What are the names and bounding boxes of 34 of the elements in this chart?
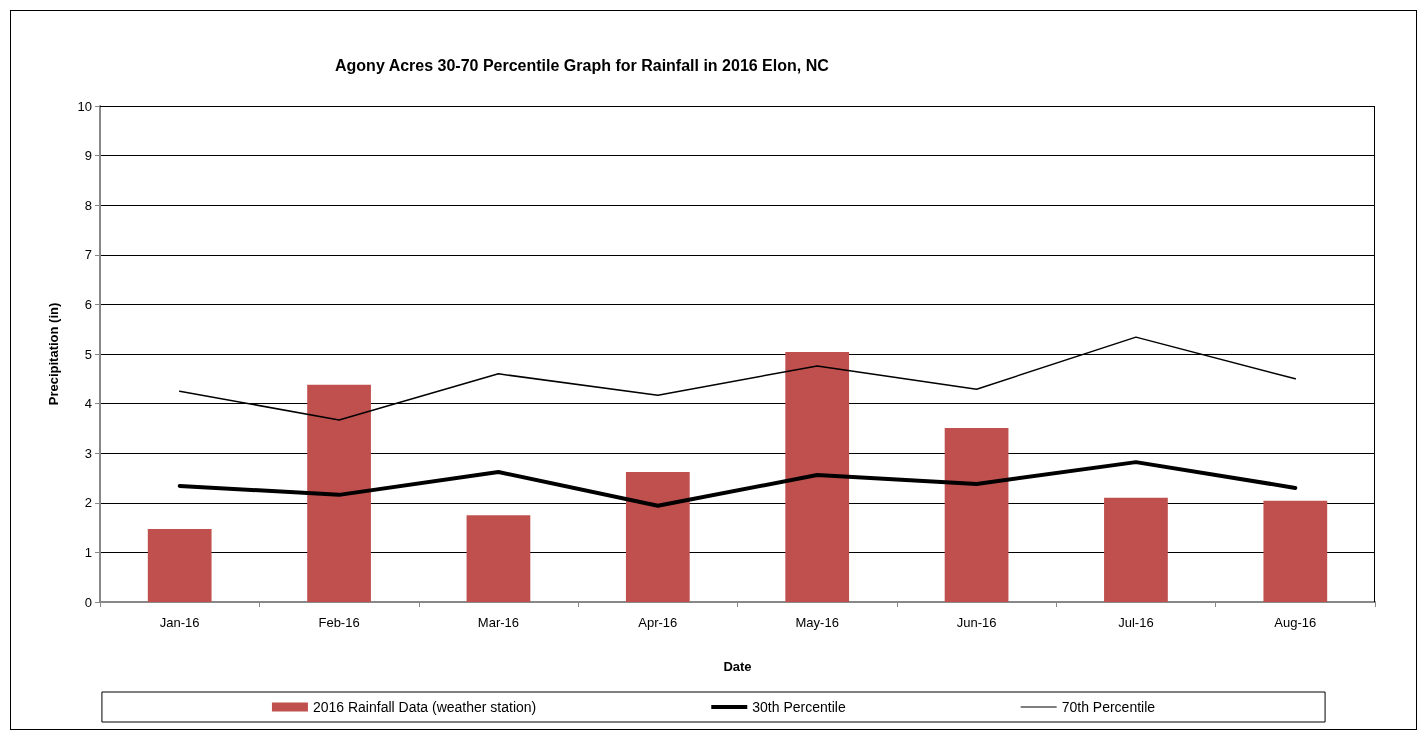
y-axis-title: Precipitation (in)	[46, 302, 61, 406]
y-tick-label: 9	[84, 148, 92, 164]
bar	[785, 352, 850, 602]
bar	[625, 472, 690, 602]
bar	[466, 515, 531, 602]
x-tick-label: Jan-16	[159, 615, 200, 630]
bar	[307, 384, 371, 602]
legend-label: 2016 Rainfall Data (weather station)	[312, 699, 537, 715]
bar	[944, 427, 1009, 602]
y-tick-label: 4	[84, 396, 92, 412]
y-tick-label: 2	[84, 495, 92, 511]
x-tick-label: Jul-16	[1118, 615, 1154, 630]
legend-label: 70th Percentile	[1061, 699, 1156, 715]
y-tick-label: 0	[84, 594, 92, 610]
y-tick-label: 7	[84, 247, 92, 263]
line-series	[177, 460, 1298, 508]
x-tick-label: May-16	[795, 615, 839, 630]
x-tick-label: Jun-16	[956, 615, 997, 630]
y-tick-label: 3	[84, 445, 92, 461]
y-tick-label: 6	[84, 296, 92, 312]
bar	[147, 529, 212, 602]
x-tick-label: Mar-16	[477, 615, 520, 630]
bar	[1263, 500, 1328, 602]
x-tick-label: Aug-16	[1274, 615, 1317, 630]
x-axis-title: Date	[723, 659, 752, 674]
x-tick-label: Feb-16	[318, 615, 360, 630]
chart-title: Agony Acres 30-70 Percentile Graph for Rainfall in 2016 Elon, NC	[335, 56, 830, 74]
y-tick-label: 8	[84, 197, 92, 213]
y-tick-label: 10	[77, 98, 92, 114]
legend-label: 30th Percentile	[752, 699, 846, 715]
y-tick-label: 1	[84, 544, 92, 560]
bar	[1104, 497, 1168, 602]
x-tick-label: Apr-16	[638, 615, 678, 630]
y-tick-label: 5	[84, 346, 92, 362]
